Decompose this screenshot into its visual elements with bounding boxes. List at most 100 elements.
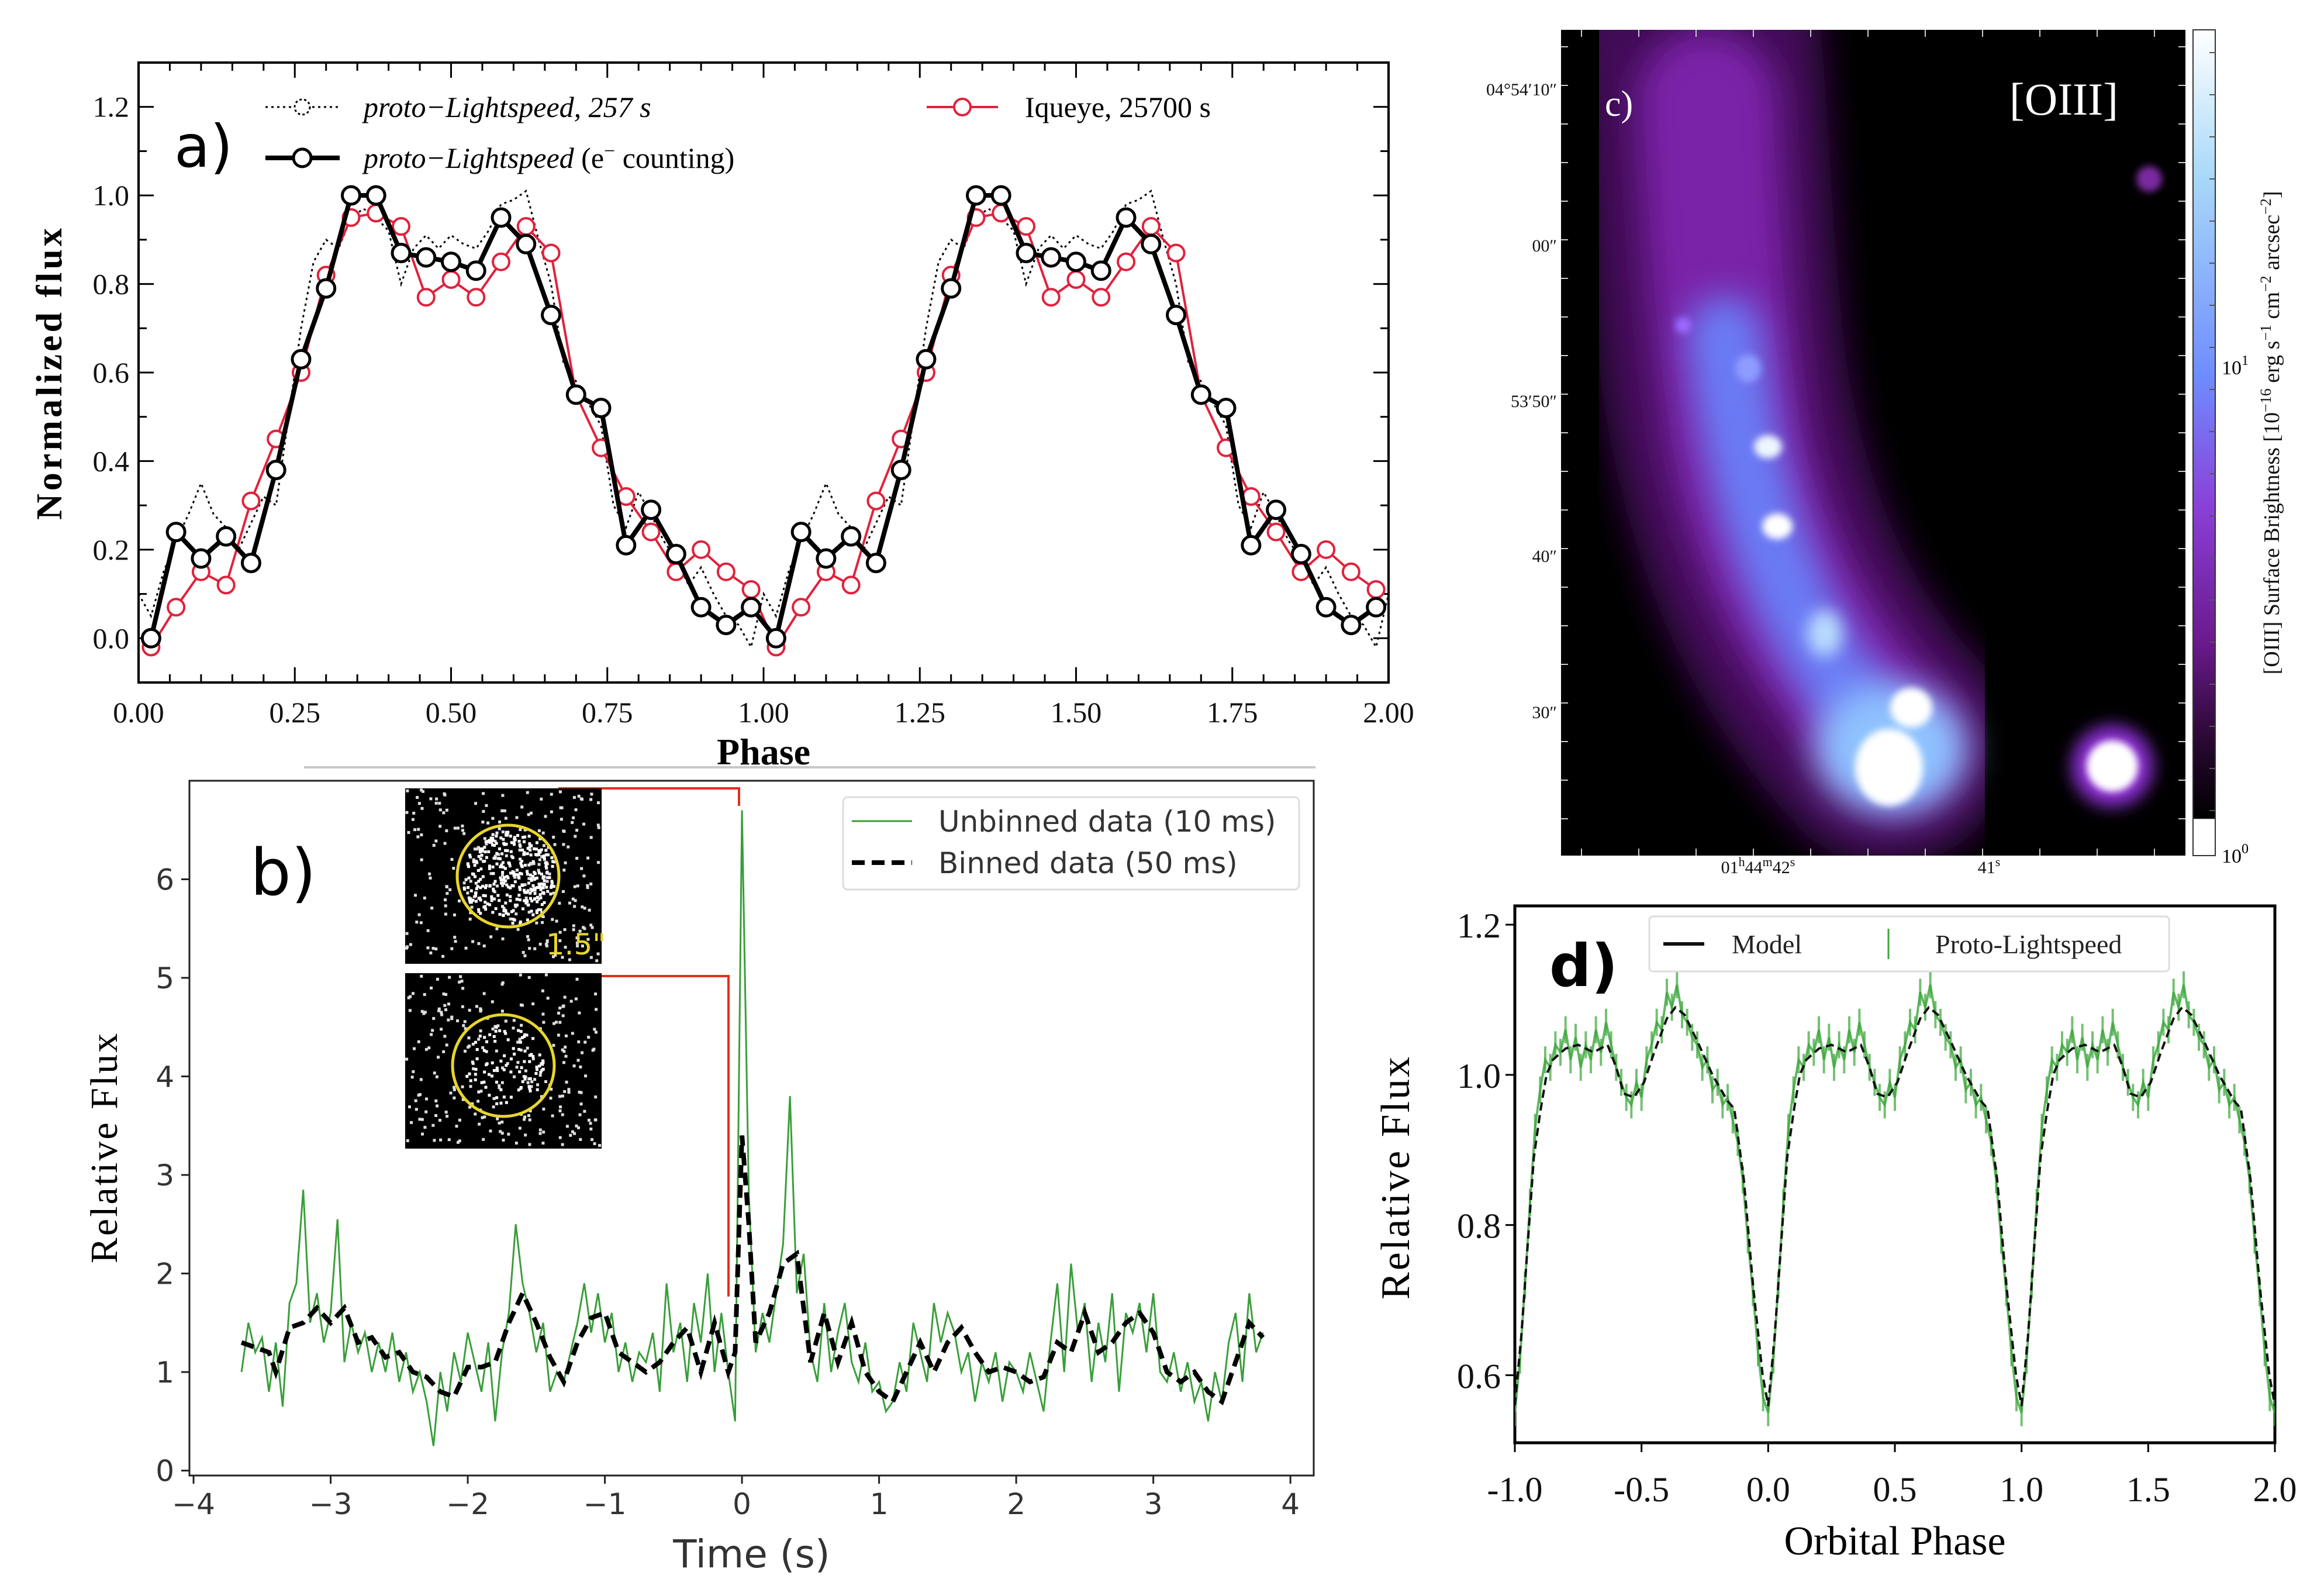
source-pixel	[501, 905, 505, 908]
source-pixel	[531, 1037, 535, 1040]
source-pixel	[476, 868, 480, 872]
noise-pixel	[468, 1045, 471, 1048]
source-pixel	[504, 1032, 507, 1035]
legend-label: Unbinned data (10 ms)	[938, 805, 1276, 839]
noise-pixel	[597, 826, 600, 829]
noise-pixel	[462, 881, 466, 885]
noise-pixel	[514, 905, 517, 908]
noise-pixel	[540, 855, 544, 859]
y-tick-label: 0.8	[1457, 1207, 1501, 1246]
noise-pixel	[552, 891, 555, 895]
noise-pixel	[415, 921, 419, 924]
source-pixel	[495, 842, 498, 845]
noise-pixel	[550, 810, 553, 813]
source-pixel	[484, 1085, 488, 1089]
noise-pixel	[526, 1046, 529, 1050]
noise-pixel	[558, 930, 562, 934]
source-pixel	[524, 891, 527, 894]
source-pixel	[528, 1087, 531, 1090]
noise-pixel	[561, 1143, 564, 1146]
noise-pixel	[489, 872, 493, 875]
noise-pixel	[595, 959, 599, 963]
source-pixel	[474, 881, 478, 885]
source-pixel	[540, 1062, 543, 1066]
e-counting-point	[1041, 247, 1062, 268]
noise-pixel	[575, 829, 579, 832]
noise-pixel	[544, 1080, 547, 1083]
noise-pixel	[485, 804, 488, 807]
noise-pixel	[572, 1064, 576, 1068]
noise-pixel	[437, 1007, 441, 1011]
noise-pixel	[546, 997, 550, 1000]
noise-pixel	[571, 821, 574, 824]
noise-pixel	[569, 999, 573, 1003]
noise-pixel	[496, 1117, 499, 1121]
noise-pixel	[444, 904, 447, 908]
source-pixel	[523, 1049, 527, 1053]
noise-pixel	[579, 1091, 583, 1094]
noise-pixel	[458, 1139, 461, 1143]
noise-pixel	[554, 1021, 558, 1024]
x-tick-label: 0.75	[582, 696, 633, 729]
source-pixel	[492, 897, 496, 901]
noise-pixel	[531, 1002, 535, 1006]
noise-pixel	[444, 1111, 448, 1114]
noise-pixel	[498, 1121, 501, 1125]
noise-pixel	[538, 1128, 542, 1132]
source-pixel	[489, 838, 493, 842]
source-pixel	[472, 873, 475, 876]
e-counting-point	[865, 553, 886, 574]
noise-pixel	[523, 1115, 527, 1119]
noise-pixel	[417, 913, 421, 916]
noise-pixel	[551, 918, 554, 921]
source-pixel	[526, 918, 529, 922]
source-pixel	[526, 852, 529, 856]
source-pixel	[495, 1026, 498, 1029]
source-pixel	[536, 1068, 539, 1071]
noise-pixel	[463, 1020, 467, 1023]
noise-pixel	[502, 906, 506, 910]
noise-pixel	[537, 897, 540, 901]
noise-pixel	[520, 1023, 523, 1027]
iqueye-point	[467, 288, 486, 307]
noise-pixel	[557, 1033, 560, 1037]
noise-pixel	[523, 1033, 527, 1036]
noise-pixel	[578, 1011, 581, 1015]
source-pixel	[502, 914, 505, 917]
noise-pixel	[493, 854, 497, 858]
noise-pixel	[591, 1138, 594, 1142]
noise-pixel	[500, 1132, 504, 1135]
noise-pixel	[593, 1028, 596, 1031]
source-pixel	[499, 1088, 503, 1091]
source-pixel	[510, 884, 514, 887]
noise-pixel	[492, 1097, 496, 1101]
noise-pixel	[491, 1027, 495, 1030]
panel-d-orbital-plot: -1.0 -0.5 0.0 0.5 1.0 1.5 2.0 0.6 0.8 1.0 1.2 Orbit…	[1373, 904, 2297, 1564]
noise-pixel	[527, 813, 530, 816]
noise-pixel	[558, 1136, 562, 1139]
noise-pixel	[508, 864, 512, 868]
e-counting-point	[1315, 597, 1337, 618]
noise-pixel	[531, 1057, 535, 1060]
source-pixel	[495, 1080, 499, 1084]
source-pixel	[488, 903, 492, 906]
noise-pixel	[560, 806, 564, 809]
noise-pixel	[461, 1085, 464, 1088]
source-pixel	[530, 844, 533, 847]
source-pixel	[527, 1085, 531, 1088]
noise-pixel	[468, 1105, 472, 1109]
noise-pixel	[416, 835, 420, 839]
noise-pixel	[420, 1118, 424, 1121]
noise-pixel	[427, 1046, 431, 1050]
noise-pixel	[434, 947, 438, 951]
source-pixel	[511, 871, 514, 875]
noise-pixel	[474, 802, 478, 805]
source-pixel	[480, 853, 484, 857]
noise-pixel	[448, 888, 452, 891]
source-pixel	[491, 837, 495, 840]
source-pixel	[509, 1070, 513, 1074]
source-pixel	[529, 1077, 532, 1080]
source-pixel	[504, 849, 507, 852]
source-pixel	[474, 899, 478, 903]
noise-pixel	[481, 1116, 484, 1119]
